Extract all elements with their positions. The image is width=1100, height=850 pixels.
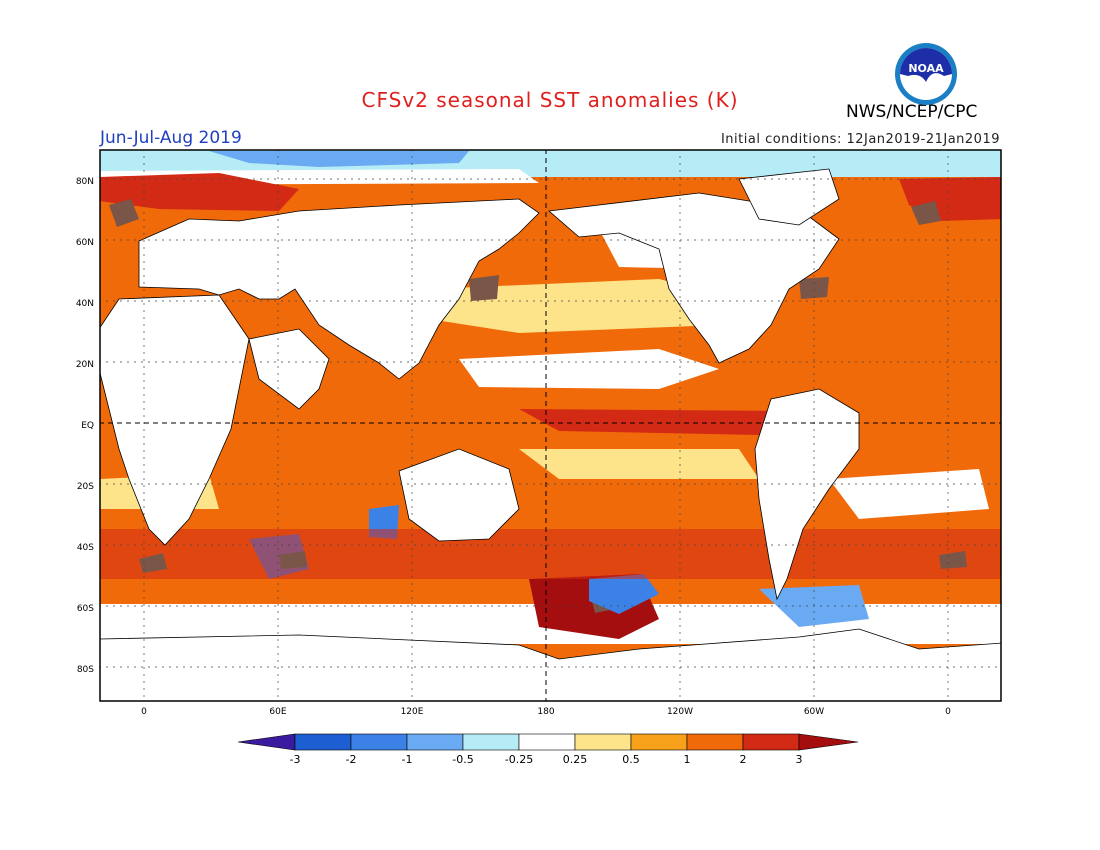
colorbar-swatch bbox=[742, 733, 800, 751]
colorbar-swatch bbox=[574, 733, 632, 751]
initial-conditions: Initial conditions: 12Jan2019-21Jan2019 bbox=[720, 132, 1000, 147]
colorbar-label: 2 bbox=[740, 753, 747, 766]
colorbar-label: -0.25 bbox=[505, 753, 533, 766]
agency-label: NWS/NCEP/CPC bbox=[846, 102, 978, 122]
noaa-logo-icon: NOAA bbox=[895, 43, 957, 105]
sst-anomaly-map bbox=[99, 149, 1002, 702]
colorbar-swatch bbox=[518, 733, 576, 751]
lat-label: 40N bbox=[76, 299, 94, 309]
lon-label: 0 bbox=[945, 707, 951, 717]
lat-label: 20N bbox=[76, 360, 94, 370]
colorbar-label: 0.5 bbox=[622, 753, 640, 766]
colorbar-swatch bbox=[294, 733, 352, 751]
colorbar-swatch bbox=[630, 733, 688, 751]
colorbar-swatch bbox=[406, 733, 464, 751]
colorbar-label: 0.25 bbox=[563, 753, 588, 766]
lon-label: 120W bbox=[667, 707, 693, 717]
lat-label: 40S bbox=[77, 543, 94, 553]
colorbar-label: -2 bbox=[346, 753, 357, 766]
colorbar-swatch bbox=[350, 733, 408, 751]
forecast-period: Jun-Jul-Aug 2019 bbox=[100, 128, 242, 148]
latitude-axis: 80N 60N 40N 20N EQ 20S 40S 60S 80S bbox=[76, 177, 94, 675]
lon-label: 60E bbox=[269, 707, 286, 717]
colorbar-label: 1 bbox=[684, 753, 691, 766]
chart-title: CFSv2 seasonal SST anomalies (K) bbox=[361, 88, 739, 112]
colorbar-min-arrow bbox=[238, 733, 296, 751]
lat-label: 60S bbox=[77, 604, 94, 614]
lat-label: 20S bbox=[77, 482, 94, 492]
colorbar-label: -3 bbox=[290, 753, 301, 766]
lon-label: 60W bbox=[804, 707, 824, 717]
lon-label: 120E bbox=[401, 707, 424, 717]
colorbar: -3 -2 -1 -0.5 -0.25 0.25 0.5 1 2 3 bbox=[238, 733, 859, 766]
lat-label: EQ bbox=[81, 421, 94, 431]
lat-label: 80N bbox=[76, 177, 94, 187]
noaa-logo-text: NOAA bbox=[908, 62, 944, 75]
colorbar-max-arrow bbox=[798, 733, 859, 751]
lon-label: 180 bbox=[537, 707, 554, 717]
colorbar-swatch bbox=[686, 733, 744, 751]
lat-label: 80S bbox=[77, 665, 94, 675]
colorbar-label: -0.5 bbox=[452, 753, 473, 766]
lon-label: 0 bbox=[141, 707, 147, 717]
longitude-axis: 0 60E 120E 180 120W 60W 0 bbox=[141, 707, 951, 717]
colorbar-label: 3 bbox=[796, 753, 803, 766]
lat-label: 60N bbox=[76, 238, 94, 248]
colorbar-swatch bbox=[462, 733, 520, 751]
colorbar-label: -1 bbox=[402, 753, 413, 766]
